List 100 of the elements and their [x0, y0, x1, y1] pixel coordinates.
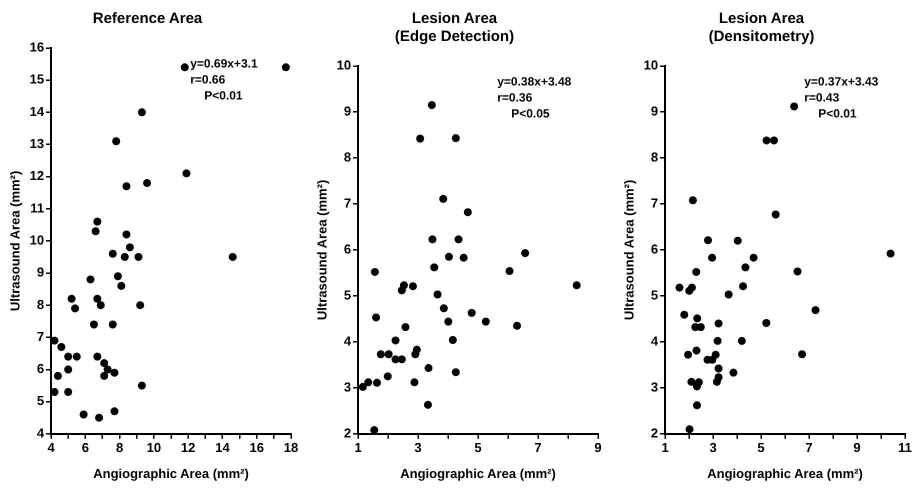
point — [687, 378, 696, 386]
point — [712, 350, 720, 359]
y-tick-label: 4 — [36, 425, 45, 440]
point — [521, 249, 530, 258]
point — [812, 306, 820, 314]
point — [430, 263, 438, 272]
x-axis-title: Angiographic Area (mm²) — [93, 466, 249, 481]
x-tick-label: 6 — [82, 440, 89, 456]
point — [684, 350, 692, 359]
x-tick-label: 16 — [249, 440, 264, 456]
point — [136, 301, 144, 310]
point — [376, 350, 385, 358]
point — [434, 290, 442, 298]
y-tick-label: 4 — [344, 333, 352, 348]
point — [762, 319, 770, 327]
point — [68, 294, 76, 303]
point — [704, 236, 712, 244]
y-tick-label: 9 — [36, 264, 44, 280]
point — [408, 282, 417, 290]
point — [482, 318, 490, 326]
y-tick-label: 5 — [650, 287, 658, 302]
point — [372, 378, 381, 387]
point — [372, 313, 380, 322]
point — [750, 254, 758, 262]
point — [93, 294, 102, 303]
point — [440, 304, 448, 312]
point — [384, 372, 392, 380]
y-tick-label: 3 — [650, 379, 658, 394]
x-tick-label: 10 — [146, 440, 162, 456]
point — [110, 407, 118, 416]
x-axis-title: Angiographic Area (mm²) — [707, 466, 863, 481]
point — [790, 102, 798, 110]
y-tick-label: 2 — [344, 425, 352, 440]
point — [392, 336, 400, 344]
y-tick-label: 10 — [30, 232, 44, 248]
y-tick-label: 16 — [30, 40, 44, 55]
point — [772, 210, 780, 218]
point — [71, 304, 80, 312]
point — [410, 378, 418, 386]
point — [448, 336, 457, 344]
y-tick-label: 7 — [36, 328, 44, 344]
x-tick-label: 9 — [853, 440, 861, 456]
point — [724, 290, 733, 298]
point — [182, 169, 190, 178]
x-tick-label: 14 — [215, 440, 230, 456]
point — [452, 368, 460, 376]
point — [762, 136, 771, 144]
point — [794, 268, 802, 276]
y-tick-label: 11 — [30, 200, 44, 216]
point — [110, 368, 118, 377]
x-tick-label: 12 — [180, 440, 196, 456]
y-tick-label: 7 — [344, 196, 352, 211]
point — [460, 254, 468, 262]
point — [416, 134, 424, 143]
x-tick-label: 5 — [757, 440, 765, 456]
point — [64, 352, 72, 361]
point — [57, 342, 66, 351]
point — [734, 236, 742, 245]
point — [739, 282, 748, 290]
point — [122, 230, 130, 238]
x-tick-label: 1 — [661, 440, 669, 456]
point — [714, 364, 723, 373]
point — [686, 425, 694, 434]
y-tick-label: 8 — [344, 150, 352, 165]
point — [692, 268, 700, 276]
y-tick-label: 4 — [650, 333, 659, 348]
point — [282, 63, 290, 72]
point — [738, 336, 746, 345]
point — [64, 388, 72, 396]
point — [93, 218, 102, 226]
point — [54, 372, 62, 380]
point — [729, 368, 738, 377]
point — [384, 350, 393, 358]
point — [104, 366, 112, 374]
annotation: y=0.38x+3.48 — [497, 74, 572, 88]
x-tick-label: 5 — [474, 440, 482, 456]
point — [685, 286, 694, 295]
point — [108, 250, 117, 258]
point — [506, 267, 514, 276]
point — [424, 400, 432, 409]
annotation: y=0.37x+3.43 — [804, 74, 879, 88]
annotation: P<0.01 — [204, 88, 243, 102]
point — [143, 179, 152, 188]
y-tick-label: 2 — [650, 425, 658, 440]
annotation: r=0.66 — [190, 72, 226, 86]
y-tick-label: 7 — [650, 196, 658, 211]
x-tick-label: 9 — [594, 440, 602, 456]
point — [100, 372, 108, 380]
x-tick-label: 3 — [414, 440, 422, 456]
point — [401, 323, 410, 332]
point — [72, 352, 81, 361]
point — [688, 196, 697, 204]
point — [96, 301, 105, 310]
point — [708, 254, 716, 262]
point — [100, 359, 108, 368]
chart-title: Lesion Area (Edge Detection) — [394, 10, 514, 46]
point — [424, 364, 433, 372]
y-tick-label: 6 — [650, 241, 658, 256]
point — [770, 136, 778, 144]
annotation: r=0.36 — [497, 90, 533, 104]
